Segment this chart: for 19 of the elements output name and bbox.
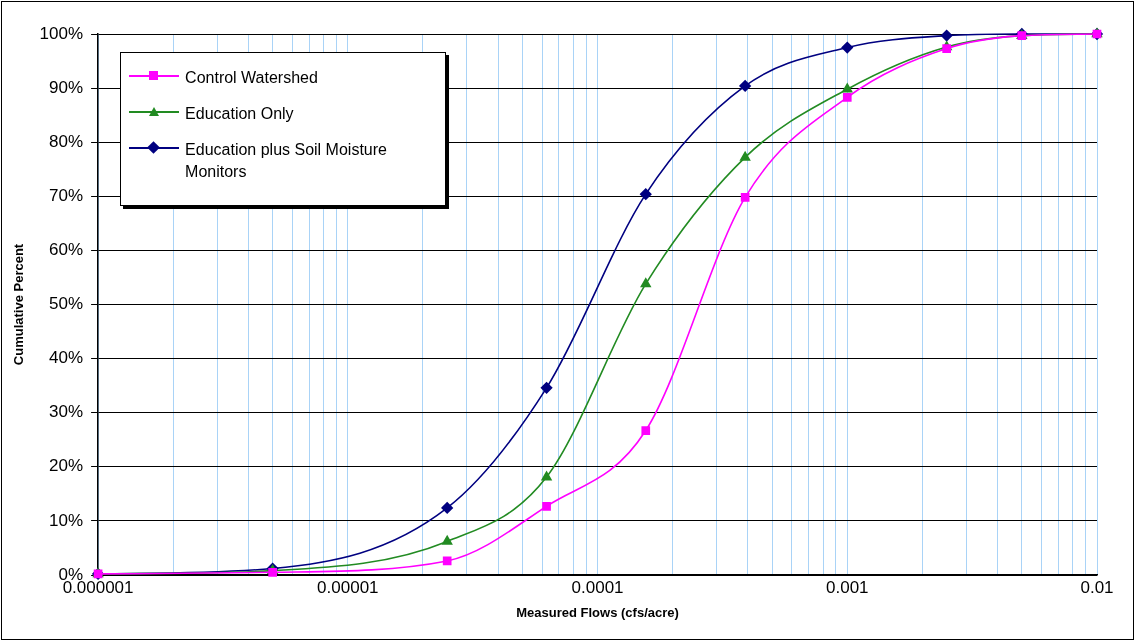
- y-tick-label: 60%: [49, 240, 84, 260]
- x-tick-label: 0.001: [826, 577, 869, 597]
- y-tick-label: 10%: [49, 510, 84, 530]
- x-axis-title: Measured Flows (cfs/acre): [516, 604, 679, 620]
- x-tick-label: 0.01: [1080, 577, 1114, 597]
- legend-label: Education plus Soil Moisture Monitors: [185, 140, 388, 182]
- y-tick-label: 90%: [49, 77, 84, 97]
- y-axis-title: Cumulative Percent: [11, 243, 27, 366]
- y-tick-label: 40%: [49, 348, 84, 368]
- y-tick-label: 50%: [49, 294, 84, 314]
- x-tick-label: 0.0001: [571, 577, 624, 597]
- legend-label: Education Only: [185, 104, 294, 124]
- y-tick-label: 80%: [49, 131, 84, 151]
- y-tick-label: 70%: [49, 185, 84, 205]
- y-tick-label: 100%: [39, 23, 84, 43]
- y-tick-label: 30%: [49, 402, 84, 422]
- x-tick-label: 0.00001: [317, 577, 379, 597]
- y-tick-label: 20%: [49, 456, 84, 476]
- legend-label: Control Watershed: [185, 68, 318, 88]
